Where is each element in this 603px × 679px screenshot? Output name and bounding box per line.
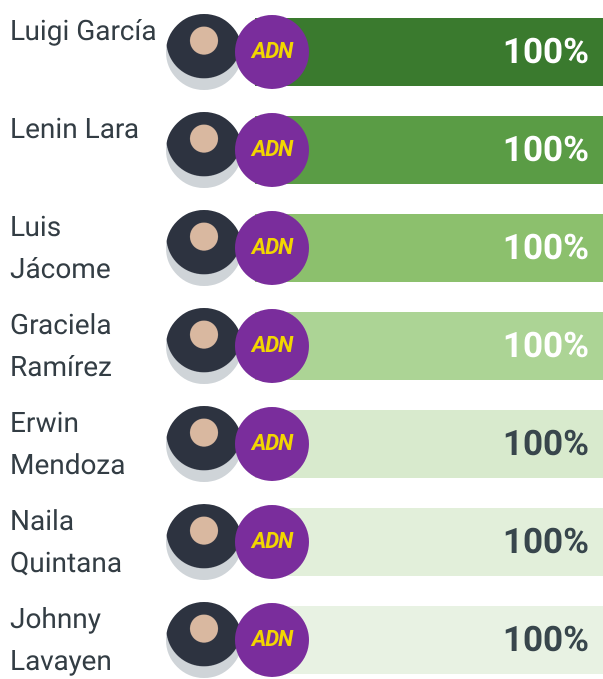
candidate-name: Johnny Lavayen bbox=[10, 598, 160, 679]
candidate-photo bbox=[164, 110, 244, 190]
candidate-photo bbox=[164, 502, 244, 582]
party-logo: ADN bbox=[235, 15, 309, 89]
candidate-photo bbox=[164, 12, 244, 92]
candidate-photo bbox=[164, 600, 244, 679]
candidate-name: Naila Quintana bbox=[10, 500, 160, 584]
value-label: 100% bbox=[503, 606, 589, 674]
candidate-photo bbox=[164, 404, 244, 484]
party-logo: ADN bbox=[235, 113, 309, 187]
party-logo: ADN bbox=[235, 211, 309, 285]
party-logo: ADN bbox=[235, 603, 309, 677]
candidate-name: Graciela Ramírez bbox=[10, 304, 160, 388]
chart: Luigi García 100% ADN Lenin Lara 100% ADN Luis… bbox=[0, 0, 603, 679]
value-label: 100% bbox=[503, 312, 589, 380]
value-label: 100% bbox=[503, 214, 589, 282]
candidate-name: Luigi García bbox=[10, 10, 160, 52]
candidate-photo bbox=[164, 306, 244, 386]
candidate-name: Erwin Mendoza bbox=[10, 402, 160, 486]
value-label: 100% bbox=[503, 18, 589, 86]
value-label: 100% bbox=[503, 410, 589, 478]
value-label: 100% bbox=[503, 116, 589, 184]
party-logo: ADN bbox=[235, 309, 309, 383]
party-logo: ADN bbox=[235, 505, 309, 579]
candidate-photo bbox=[164, 208, 244, 288]
party-logo: ADN bbox=[235, 407, 309, 481]
value-label: 100% bbox=[503, 508, 589, 576]
candidate-name: Lenin Lara bbox=[10, 108, 160, 150]
candidate-name: Luis Jácome bbox=[10, 206, 160, 290]
